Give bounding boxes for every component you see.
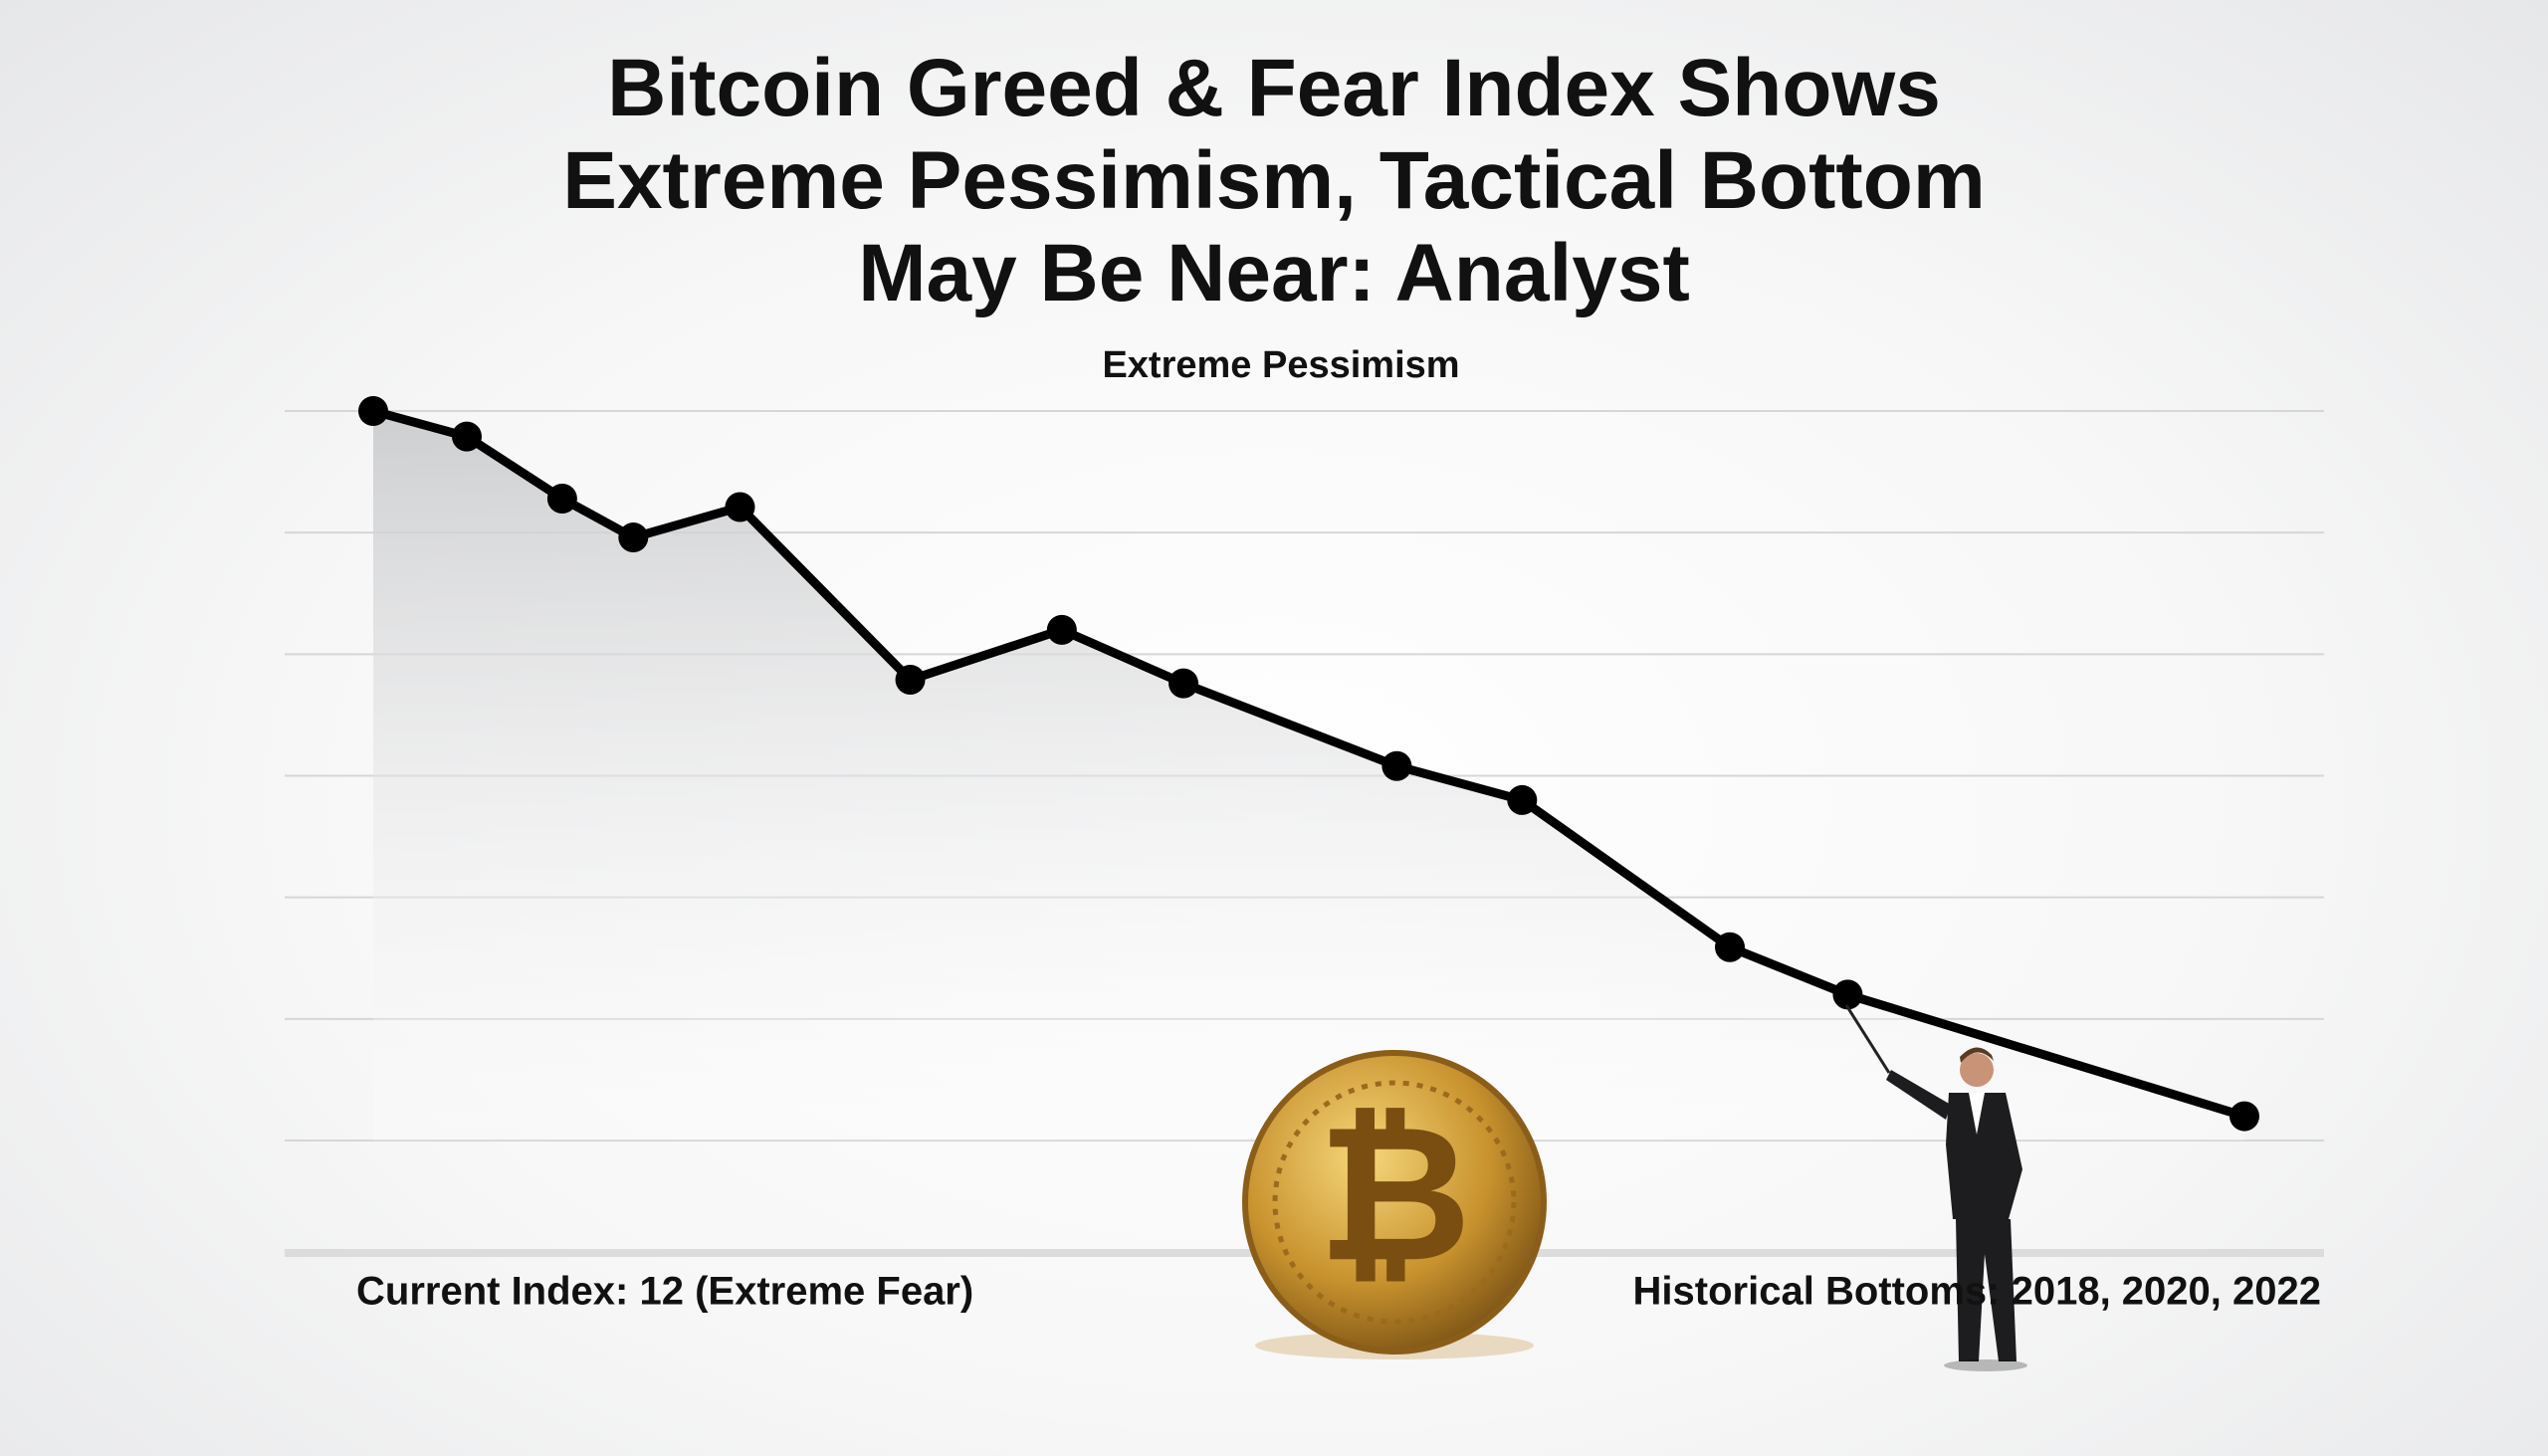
businessman	[1844, 1004, 2027, 1371]
point	[452, 421, 482, 452]
svg-text:₿: ₿	[1318, 1089, 1472, 1300]
bitcoin-coin: ₿	[1242, 1050, 1547, 1359]
point	[1832, 979, 1863, 1010]
plot-area	[285, 396, 2324, 1142]
area-fill	[373, 411, 2244, 1141]
point	[358, 396, 388, 426]
point	[1046, 614, 1077, 645]
annotation: Current Index: 12 (Extreme Fear)	[356, 1270, 973, 1314]
chart-subtitle: Extreme Pessimism	[1102, 344, 1459, 386]
point	[1715, 932, 1745, 962]
point	[1168, 668, 1199, 699]
chart-title: Bitcoin Greed & Fear Index Shows Extreme…	[562, 43, 1986, 318]
point	[895, 664, 926, 695]
point	[618, 522, 649, 553]
point	[546, 483, 577, 514]
point	[2230, 1101, 2259, 1132]
point	[1507, 784, 1538, 815]
annotation: Historical Bottoms: 2018, 2020, 2022	[1633, 1270, 2321, 1314]
point	[725, 492, 755, 522]
point	[1381, 750, 1412, 781]
